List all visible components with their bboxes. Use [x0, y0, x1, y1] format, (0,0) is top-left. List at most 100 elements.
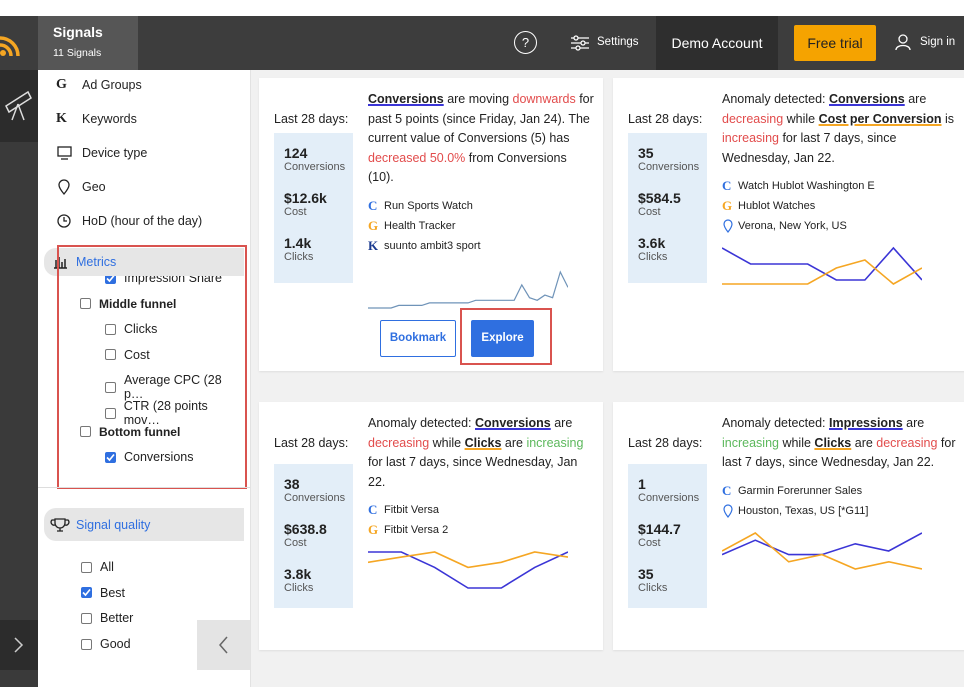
- text-segment: are: [501, 435, 527, 450]
- sparkline-series: [722, 259, 922, 285]
- checkbox: [105, 323, 116, 335]
- checkbox-item[interactable]: Middle funnel: [80, 297, 176, 311]
- checkbox-item[interactable]: Good: [81, 637, 131, 651]
- stat-value: $12.6k: [284, 190, 327, 206]
- clock: [57, 214, 71, 228]
- stat-value: 1.4k: [284, 235, 312, 251]
- chevron: [219, 636, 228, 654]
- stat-label: Cost: [638, 206, 661, 218]
- entity-icon: C: [722, 178, 732, 193]
- signal-card: Last 28 days: 124 Conversions $12.6k Cost 1.4…: [259, 78, 603, 371]
- checkbox-item[interactable]: Average CPC (28 p…: [105, 373, 244, 401]
- settings-icon[interactable]: [570, 34, 590, 52]
- checkbox: [105, 451, 116, 463]
- check: [106, 453, 115, 461]
- stat-value: 124: [284, 145, 308, 161]
- free-trial-button[interactable]: Free trial: [794, 25, 876, 61]
- trophy: [50, 517, 70, 532]
- checkbox: [81, 561, 92, 573]
- user-icon: [895, 34, 911, 50]
- entity-label: Fitbit Versa 2: [384, 524, 449, 536]
- entity: Verona, New York, US: [722, 216, 964, 236]
- dimension-item[interactable]: G Ad Groups: [56, 77, 142, 93]
- text-segment: are: [550, 416, 573, 430]
- sparkline: [722, 531, 922, 570]
- stat-label: Clicks: [284, 251, 314, 263]
- entity-icon: [723, 503, 733, 518]
- sign-in-link[interactable]: Sign in: [920, 36, 956, 48]
- entity: Houston, Texas, US [*G11]: [722, 501, 964, 521]
- text-segment: Anomaly detected:: [722, 416, 830, 430]
- chevron-right: [14, 637, 24, 653]
- text-segment: Conversions: [368, 92, 444, 106]
- entity-icon: [723, 219, 733, 233]
- dimension-item[interactable]: Geo: [56, 179, 106, 195]
- stat-value: 1: [638, 476, 646, 492]
- explore-button[interactable]: Explore: [471, 320, 534, 357]
- checkbox-item[interactable]: Cost: [105, 348, 150, 362]
- entity-icon: G: [722, 198, 733, 213]
- account-menu[interactable]: Demo Account: [656, 16, 778, 70]
- checkbox-item[interactable]: CTR (28 points mov…: [105, 399, 244, 427]
- stat-label: Conversions: [638, 161, 700, 173]
- text-segment: Anomaly detected:: [722, 92, 830, 106]
- stat-label: Clicks: [638, 582, 668, 594]
- text-segment: increasing: [722, 131, 779, 145]
- stat-label: Conversions: [284, 492, 346, 504]
- text-segment: for past 5 points (since Friday, Jan 24)…: [368, 92, 594, 145]
- dim-icon: [58, 179, 70, 195]
- text-segment: while: [429, 435, 465, 450]
- metrics-header[interactable]: Metrics: [44, 248, 244, 276]
- signal-card: Last 28 days: 35 Conversions $584.5 Cost 3.6k…: [613, 78, 964, 371]
- sidebar: G Ad Groups K Keywords Device type Geo HoD (ho…: [38, 70, 251, 687]
- check: [106, 274, 115, 282]
- stat-box: 35 Conversions $584.5 Cost 3.6k Clicks: [628, 133, 707, 283]
- settings-link[interactable]: Settings: [597, 36, 639, 48]
- period-label: Last 28 days:: [274, 436, 349, 450]
- checkbox-item[interactable]: Bottom funnel: [80, 425, 180, 439]
- entity-list: C Fitbit Versa G Fitbit Versa 2: [368, 500, 594, 540]
- checkbox: [80, 426, 91, 438]
- description: Anomaly detected: Conversions are decrea…: [722, 90, 964, 168]
- checkbox-item[interactable]: Conversions: [105, 450, 193, 464]
- expand-button[interactable]: [0, 620, 38, 670]
- entity: G Health Tracker: [368, 216, 594, 236]
- period-label: Last 28 days:: [274, 112, 349, 126]
- checkbox: [105, 407, 116, 419]
- entity-list: C Garmin Forerunner Sales Houston, Texas, …: [722, 481, 964, 521]
- metrics-list: Impression Share Middle funnel Clicks Cost A…: [58, 266, 244, 476]
- checkbox-item[interactable]: Best: [81, 586, 125, 600]
- icon-shape: [58, 179, 70, 195]
- stat-value: 3.8k: [284, 566, 312, 582]
- dimension-item[interactable]: HoD (hour of the day): [56, 213, 202, 229]
- collapse-button[interactable]: [197, 620, 250, 670]
- text-segment: Clicks: [814, 435, 852, 450]
- bookmark-button[interactable]: Bookmark: [380, 320, 456, 357]
- checkbox-item[interactable]: Clicks: [105, 322, 157, 336]
- text-segment: are: [904, 92, 927, 106]
- text-segment: downwards: [512, 92, 576, 106]
- text-segment: for last 7 days, since Wednesday, Jan 22…: [368, 455, 578, 489]
- entity-icon: C: [368, 502, 378, 517]
- stat-label: Conversions: [638, 492, 700, 504]
- stat-label: Clicks: [638, 251, 668, 263]
- dimension-item[interactable]: K Keywords: [56, 111, 137, 127]
- checkbox-item[interactable]: All: [81, 560, 114, 574]
- entity-icon: G: [368, 522, 379, 537]
- signal-card: Last 28 days: 38 Conversions $638.8 Cost 3.8k…: [259, 402, 603, 650]
- sparkline-series: [368, 551, 568, 569]
- dim-icon: G: [56, 77, 67, 92]
- checkbox: [105, 381, 116, 393]
- entity-label: suunto ambit3 sport: [384, 239, 481, 252]
- metrics-icon: [54, 257, 67, 269]
- stat-box: 38 Conversions $638.8 Cost 3.8k Clicks: [274, 464, 353, 608]
- description: Anomaly detected: Conversions are decrea…: [368, 414, 594, 492]
- checkbox-label: CTR (28 points mov…: [123, 399, 208, 427]
- quality-header[interactable]: Signal quality: [44, 508, 244, 541]
- checkbox-item[interactable]: Better: [81, 611, 133, 625]
- stat-value: 35: [638, 145, 654, 161]
- rail-item[interactable]: [0, 70, 38, 142]
- help-button[interactable]: ?: [514, 31, 537, 54]
- dimension-item[interactable]: Device type: [56, 145, 147, 161]
- check: [82, 589, 91, 597]
